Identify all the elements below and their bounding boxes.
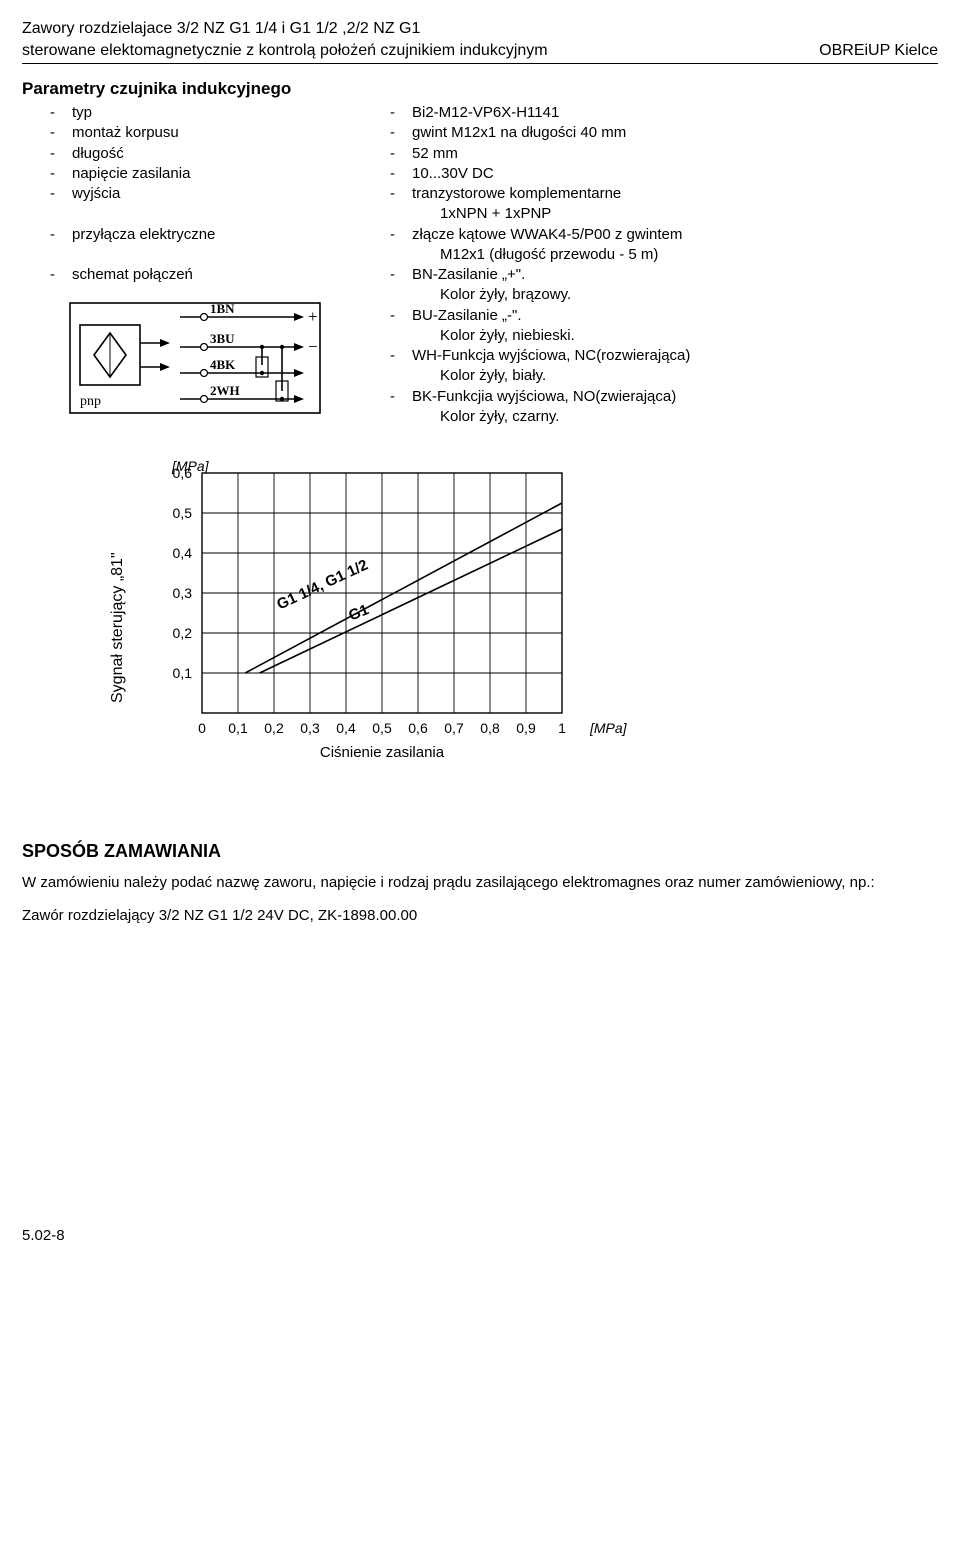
param-right-item: WH-Funkcja wyjściowa, NC(rozwierająca): [390, 346, 938, 366]
order-text-2: Zawór rozdzielający 3/2 NZ G1 1/2 24V DC…: [22, 906, 938, 926]
svg-text:0,3: 0,3: [173, 585, 193, 601]
param-right-item: gwint M12x1 na długości 40 mm: [390, 123, 938, 143]
param-right-item: złącze kątowe WWAK4-5/P00 z gwintem: [390, 225, 938, 245]
svg-text:2WH: 2WH: [210, 383, 240, 398]
param-left-item: przyłącza elektryczne: [50, 225, 362, 245]
param-right-cont: 1xNPN + 1xPNP: [390, 204, 938, 224]
svg-text:0,8: 0,8: [480, 720, 500, 736]
params-right-col: Bi2-M12-VP6X-H1141gwint M12x1 na długośc…: [362, 103, 938, 427]
order-section-title: SPOSÓB ZAMAWIANIA: [22, 839, 938, 863]
section-title: Parametry czujnika indukcyjnego: [22, 78, 938, 101]
svg-text:0,6: 0,6: [173, 465, 193, 481]
params-block: typmontaż korpusudługośćnapięcie zasilan…: [22, 103, 938, 427]
param-right-cont: Kolor żyły, niebieski.: [390, 326, 938, 346]
order-text-1: W zamówieniu należy podać nazwę zaworu, …: [22, 873, 938, 893]
svg-text:0,6: 0,6: [408, 720, 428, 736]
param-left-item: typ: [50, 103, 362, 123]
svg-text:1BN: 1BN: [210, 301, 235, 316]
params-left-col: typmontaż korpusudługośćnapięcie zasilan…: [22, 103, 362, 427]
param-left-item: napięcie zasilania: [50, 164, 362, 184]
svg-text:[MPa]: [MPa]: [589, 720, 628, 736]
svg-text:3BU: 3BU: [210, 331, 235, 346]
param-right-item: tranzystorowe komplementarne: [390, 184, 938, 204]
param-right-item: BU-Zasilanie „-".: [390, 306, 938, 326]
page-footer: 5.02-8: [22, 1226, 938, 1246]
svg-text:0: 0: [198, 720, 206, 736]
svg-text:−: −: [308, 337, 318, 356]
svg-text:0,4: 0,4: [336, 720, 356, 736]
pnp-schematic: pnp 1BN +3BU − 4BK 2WH: [62, 295, 362, 425]
header-line1: Zawory rozdzielajace 3/2 NZ G1 1/4 i G1 …: [22, 18, 938, 40]
svg-text:0,5: 0,5: [372, 720, 392, 736]
params-right-list: Bi2-M12-VP6X-H1141gwint M12x1 na długośc…: [362, 103, 938, 427]
header-company: OBREiUP Kielce: [795, 40, 938, 62]
param-right-item: BN-Zasilanie „+".: [390, 265, 938, 285]
svg-text:+: +: [308, 307, 318, 326]
param-right-item: Bi2-M12-VP6X-H1141: [390, 103, 938, 123]
svg-text:1: 1: [558, 720, 566, 736]
svg-text:Sygnał sterujący „81": Sygnał sterujący „81": [109, 552, 126, 703]
param-right-item: BK-Funkcjia wyjściowa, NO(zwierająca): [390, 387, 938, 407]
pressure-chart: [MPa] Sygnał sterujący „81" 0,1 0,2 0,3 0,4 0,…: [92, 453, 938, 813]
param-right-item: 52 mm: [390, 144, 938, 164]
svg-text:0,9: 0,9: [516, 720, 536, 736]
params-left-list: typmontaż korpusudługośćnapięcie zasilan…: [22, 103, 362, 285]
param-right-cont: Kolor żyły, czarny.: [390, 407, 938, 427]
svg-text:0,5: 0,5: [173, 505, 193, 521]
param-left-item: schemat połączeń: [50, 265, 362, 285]
svg-text:Ciśnienie zasilania: Ciśnienie zasilania: [320, 744, 445, 761]
header-subtitle: sterowane elektomagnetycznie z kontrolą …: [22, 40, 548, 62]
param-right-cont: Kolor żyły, biały.: [390, 366, 938, 386]
param-right-cont: Kolor żyły, brązowy.: [390, 285, 938, 305]
header-line2: sterowane elektomagnetycznie z kontrolą …: [22, 40, 938, 65]
svg-text:0,1: 0,1: [173, 665, 193, 681]
param-left-item: wyjścia: [50, 184, 362, 204]
svg-text:4BK: 4BK: [210, 357, 236, 372]
header: Zawory rozdzielajace 3/2 NZ G1 1/4 i G1 …: [22, 18, 938, 64]
param-right-cont: M12x1 (długość przewodu - 5 m): [390, 245, 938, 265]
svg-text:0,7: 0,7: [444, 720, 464, 736]
param-right-item: 10...30V DC: [390, 164, 938, 184]
svg-text:0,3: 0,3: [300, 720, 320, 736]
param-left-item: montaż korpusu: [50, 123, 362, 143]
svg-text:0,2: 0,2: [173, 625, 193, 641]
svg-text:0,4: 0,4: [173, 545, 193, 561]
svg-text:pnp: pnp: [80, 394, 101, 409]
svg-text:0,1: 0,1: [228, 720, 248, 736]
param-left-item: długość: [50, 144, 362, 164]
svg-text:0,2: 0,2: [264, 720, 284, 736]
